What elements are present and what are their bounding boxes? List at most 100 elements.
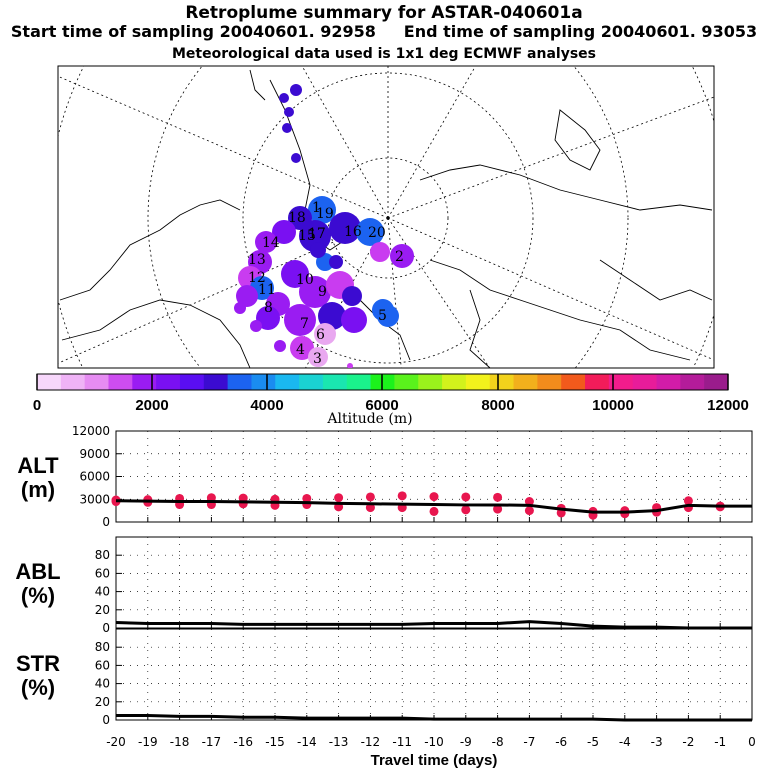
colorbar-cell	[704, 374, 729, 390]
y-axis-label: STR	[16, 651, 60, 676]
x-tick-label: -10	[424, 735, 444, 749]
colorbar-tick-label: 12000	[707, 397, 749, 414]
series-line	[116, 713, 752, 722]
alt-scatter-point	[397, 491, 407, 501]
plume-circle	[281, 260, 309, 288]
alt-scatter-point	[683, 496, 693, 506]
day-marker: 7	[300, 316, 309, 332]
colorbar-cell	[346, 374, 372, 390]
colorbar-cell	[513, 374, 538, 390]
plume-circle	[250, 320, 262, 332]
y-tick-label: 9000	[79, 447, 110, 461]
plume-circle	[377, 305, 399, 327]
x-tick-label: -3	[651, 735, 663, 749]
plume-circle	[299, 276, 331, 308]
colorbar-tick-label: 2000	[135, 397, 168, 414]
x-tick-label: -8	[492, 735, 504, 749]
colorbar-cell	[156, 374, 181, 390]
coastline	[554, 109, 601, 171]
x-tick-label: 0	[748, 735, 756, 749]
x-tick-label: -12	[361, 735, 381, 749]
colorbar-cell	[203, 374, 229, 390]
x-tick-label: -15	[265, 735, 285, 749]
lat-circle	[327, 157, 449, 279]
plume-circle	[341, 307, 367, 333]
alt-scatter-point	[461, 492, 471, 502]
day-marker: 3	[313, 351, 322, 367]
plume-circle	[347, 363, 353, 368]
x-tick-label: -19	[138, 735, 158, 749]
y-tick-label: 80	[95, 640, 110, 654]
plume-circle	[282, 123, 292, 133]
plume-circle	[279, 93, 289, 103]
alt-scatter-point	[429, 506, 439, 516]
x-tick-label: -4	[619, 735, 631, 749]
day-marker: 12	[248, 270, 266, 286]
meridians	[58, 66, 714, 368]
day-marker: 11	[258, 282, 276, 298]
day-marker: 13	[248, 252, 266, 268]
colorbar-cell	[108, 374, 133, 390]
day-marker: 8	[264, 300, 273, 316]
y-tick-label: 0	[102, 515, 110, 529]
colorbar-cell	[442, 374, 467, 390]
meridian	[58, 75, 389, 219]
y-axis-unit: (%)	[21, 675, 55, 700]
x-tick-label: -2	[682, 735, 694, 749]
x-axis-label: Travel time (days)	[371, 752, 498, 768]
day-marker: 10	[296, 272, 314, 288]
plume-circle	[291, 153, 301, 163]
x-tick-label: -1	[714, 735, 726, 749]
plume-circle	[236, 285, 258, 307]
colorbar-tick-label: 10000	[592, 397, 634, 414]
plume-circle	[308, 196, 336, 224]
meridian	[387, 217, 402, 368]
y-tick-label: 20	[95, 695, 110, 709]
meridian	[387, 66, 477, 219]
day-marker: 15	[298, 228, 316, 244]
meridian	[58, 217, 389, 364]
plume-circle	[308, 347, 328, 367]
y-tick-label: 60	[95, 658, 110, 672]
colorbar-cell	[394, 374, 419, 390]
series-line	[115, 499, 752, 514]
day-marker: 14	[262, 235, 280, 251]
y-tick-label: 40	[95, 677, 110, 691]
colorbar-cell	[418, 374, 443, 390]
colorbar-cell	[465, 374, 491, 390]
x-tick-label: -6	[555, 735, 567, 749]
y-tick-label: 80	[95, 548, 110, 562]
alt-panel: 0 3000 6000 9000 12000 ALT(m)	[17, 424, 753, 529]
colorbar-cell	[561, 374, 586, 390]
chart-subtitle: Meteorological data used is 1x1 deg ECMW…	[172, 46, 596, 62]
map-content: 20 19 18 17 16 15 14 13 12 11 10 9 8 7 6…	[58, 66, 714, 368]
alt-scatter-point	[524, 497, 534, 507]
colorbar-cell	[680, 374, 705, 390]
colorbar-tick-label: 0	[33, 397, 41, 414]
colorbar-cell	[37, 374, 62, 390]
alt-scatter-point	[493, 504, 503, 514]
x-tick-label: -11	[392, 735, 412, 749]
str-panel: 0 20 40 60 80 STR(%)	[16, 628, 753, 727]
coastline	[359, 299, 411, 361]
plume-circle	[390, 244, 414, 268]
x-axis: -20 -19 -18 -17 -16 -15 -14 -13 -12 -11 -10 -9 -8 -7-…	[106, 735, 756, 768]
colorbar-tick-label: 4000	[250, 397, 283, 414]
colorbar-cell	[132, 374, 157, 390]
alt-scatter-point	[493, 492, 503, 502]
colorbar-cell	[275, 374, 300, 390]
colorbar-cell	[299, 374, 324, 390]
colorbar-cell	[632, 374, 658, 390]
day-marker: 20	[368, 225, 386, 241]
y-axis-unit: (m)	[21, 477, 55, 502]
meridian	[305, 217, 389, 368]
day-marker: 9	[318, 284, 327, 300]
colorbar-cell	[537, 374, 562, 390]
meridian	[387, 96, 714, 219]
colorbar-cell	[179, 374, 205, 390]
colorbar-cell	[585, 374, 610, 390]
colorbar-cell	[251, 374, 276, 390]
plume-circle	[284, 107, 294, 117]
alt-scatter-point	[365, 503, 375, 513]
